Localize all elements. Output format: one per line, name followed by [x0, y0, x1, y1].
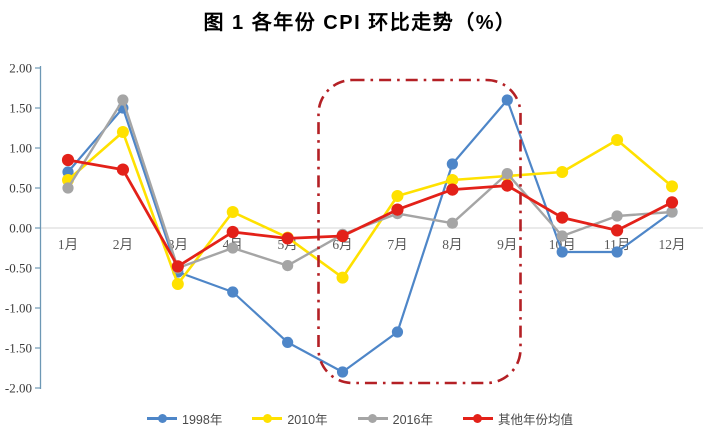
y-tick-label: -1.50 — [5, 341, 32, 356]
x-tick-label: 10月 — [549, 237, 576, 252]
x-tick-label: 2月 — [113, 237, 133, 252]
x-tick-label: 6月 — [332, 237, 352, 252]
data-point-其他年份均值-4月 — [226, 225, 239, 239]
data-point-2010年-6月 — [336, 271, 349, 284]
series-line-1998年 — [67, 98, 673, 374]
data-point-其他年份均值-11月 — [611, 224, 624, 237]
series-line-其他年份均值 — [67, 158, 673, 268]
y-tick-label: 0.50 — [9, 181, 32, 196]
data-point-2010年-7月 — [391, 190, 404, 202]
data-point-1998年-9月 — [501, 94, 513, 106]
x-tick-label: 8月 — [442, 237, 462, 252]
data-point-2016年-8月 — [446, 217, 458, 229]
data-point-2016年-11月 — [611, 210, 623, 222]
x-tick-label: 7月 — [387, 237, 407, 252]
series-line-2010年 — [67, 130, 673, 286]
x-tick-label: 1月 — [58, 237, 78, 252]
legend-item-1998年: 1998年 — [147, 409, 222, 428]
data-point-2010年-4月 — [226, 206, 239, 218]
data-point-其他年份均值-12月 — [665, 196, 679, 209]
data-point-2010年-2月 — [116, 126, 129, 138]
legend-item-2010年: 2010年 — [252, 409, 328, 428]
y-tick-label: 1.00 — [9, 141, 32, 156]
y-tick-label: 2.00 — [9, 61, 32, 76]
series-line-2016年 — [66, 98, 673, 270]
data-point-2016年-4月 — [227, 242, 239, 254]
data-point-1998年-11月 — [611, 246, 623, 258]
legend-item-2016年: 2016年 — [357, 409, 433, 428]
y-tick-label: -2.00 — [5, 381, 32, 396]
data-point-其他年份均值-8月 — [446, 183, 459, 196]
data-point-1998年-5月 — [282, 336, 294, 348]
data-point-2016年-2月 — [117, 94, 129, 106]
data-point-其他年份均值-9月 — [501, 179, 514, 192]
data-point-2010年-8月 — [446, 174, 459, 186]
y-tick-label: -1.00 — [5, 301, 32, 316]
data-point-1998年-8月 — [446, 158, 458, 170]
legend-label: 2010年 — [287, 413, 328, 427]
legend-label: 1998年 — [182, 413, 223, 427]
data-point-1998年-4月 — [227, 286, 239, 298]
data-point-其他年份均值-2月 — [116, 163, 130, 176]
data-point-其他年份均值-6月 — [336, 229, 349, 243]
data-point-其他年份均值-3月 — [171, 260, 184, 273]
x-tick-label: 12月 — [659, 237, 686, 252]
legend-line-dot-icon — [252, 413, 283, 424]
data-point-其他年份均值-1月 — [61, 153, 75, 167]
legend-item-其他年份均值: 其他年份均值 — [462, 409, 573, 428]
data-point-2016年-12月 — [666, 206, 678, 218]
data-point-2016年-9月 — [501, 168, 513, 180]
data-point-2016年-5月 — [282, 260, 294, 272]
data-point-1998年-6月 — [336, 366, 349, 378]
data-point-其他年份均值-10月 — [556, 211, 569, 224]
legend-label: 2016年 — [392, 413, 433, 427]
data-point-2010年-3月 — [171, 278, 184, 290]
data-point-2010年-12月 — [666, 180, 679, 193]
data-point-其他年份均值-5月 — [281, 232, 294, 245]
data-point-其他年份均值-7月 — [391, 203, 404, 216]
data-point-2010年-10月 — [556, 166, 569, 178]
legend-label: 其他年份均值 — [497, 413, 573, 427]
y-tick-label: 1.50 — [9, 101, 32, 116]
chart-title: 图 1 各年份 CPI 环比走势（%） — [203, 12, 517, 34]
legend-line-dot-icon — [147, 413, 178, 424]
x-tick-label: 3月 — [168, 237, 188, 252]
x-tick-label: 9月 — [497, 237, 517, 252]
data-point-2016年-10月 — [556, 230, 568, 242]
data-point-1998年-7月 — [391, 326, 404, 338]
highlight-box — [317, 78, 522, 385]
chart-legend: 1998年 2010年 2016年 其他年份均值 — [0, 409, 720, 428]
y-tick-label: -0.50 — [5, 261, 32, 276]
data-point-1998年-10月 — [556, 246, 568, 258]
y-tick-label: 0.00 — [9, 221, 32, 236]
data-point-2010年-11月 — [611, 134, 624, 146]
legend-line-dot-icon — [462, 413, 493, 424]
data-point-2016年-1月 — [62, 182, 74, 194]
legend-line-dot-icon — [357, 413, 388, 424]
